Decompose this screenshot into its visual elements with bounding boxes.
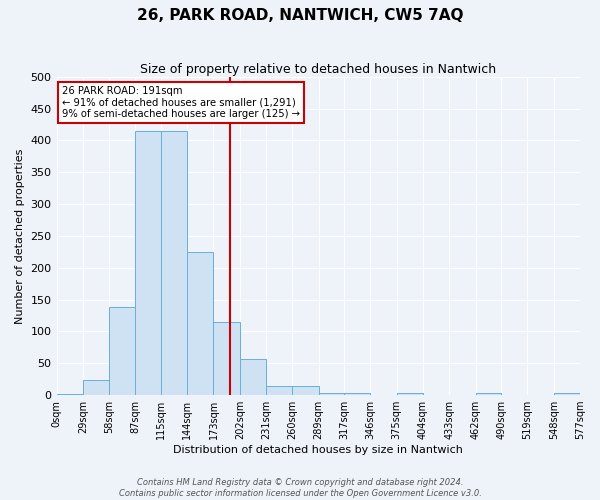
Bar — [554, 393, 580, 395]
Bar — [187, 252, 214, 395]
Bar — [161, 131, 187, 395]
Bar — [136, 131, 161, 395]
Bar — [292, 386, 319, 395]
Bar — [109, 307, 136, 395]
Bar — [266, 386, 292, 395]
Bar — [397, 393, 423, 395]
Y-axis label: Number of detached properties: Number of detached properties — [15, 148, 25, 324]
Bar — [240, 359, 266, 395]
Bar — [83, 380, 109, 395]
Bar — [476, 393, 501, 395]
Text: 26, PARK ROAD, NANTWICH, CW5 7AQ: 26, PARK ROAD, NANTWICH, CW5 7AQ — [137, 8, 463, 22]
Bar — [214, 322, 240, 395]
Text: 26 PARK ROAD: 191sqm
← 91% of detached houses are smaller (1,291)
9% of semi-det: 26 PARK ROAD: 191sqm ← 91% of detached h… — [62, 86, 300, 120]
Bar — [56, 394, 83, 395]
Title: Size of property relative to detached houses in Nantwich: Size of property relative to detached ho… — [140, 62, 496, 76]
Bar — [344, 393, 370, 395]
Bar — [319, 393, 344, 395]
Text: Contains HM Land Registry data © Crown copyright and database right 2024.
Contai: Contains HM Land Registry data © Crown c… — [119, 478, 481, 498]
X-axis label: Distribution of detached houses by size in Nantwich: Distribution of detached houses by size … — [173, 445, 463, 455]
